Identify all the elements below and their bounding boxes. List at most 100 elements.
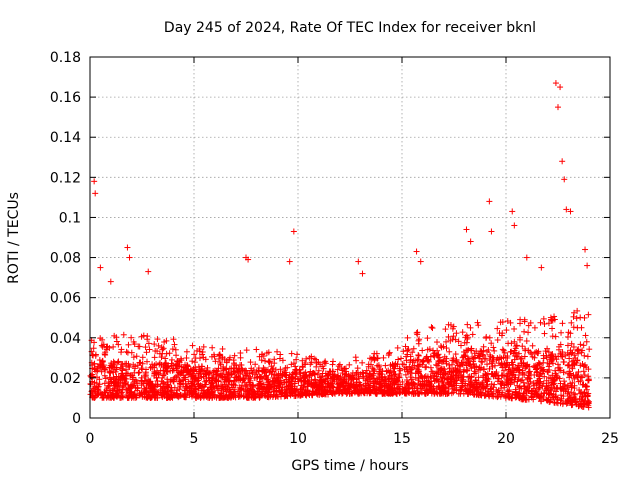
data-point [519, 343, 526, 350]
data-point [120, 331, 127, 338]
data-point [405, 346, 412, 353]
peak-point [511, 222, 518, 229]
data-point [290, 360, 297, 367]
data-point [549, 333, 556, 340]
data-point [118, 346, 125, 353]
data-point [408, 376, 415, 383]
data-point [442, 326, 449, 333]
data-point [211, 367, 218, 374]
data-point [577, 341, 584, 348]
y-tick-label: 0.08 [50, 251, 81, 267]
data-point [415, 352, 422, 359]
data-point [424, 335, 431, 342]
data-point [540, 315, 547, 322]
data-point [525, 329, 532, 336]
data-point [400, 348, 407, 355]
data-point [243, 347, 250, 354]
y-tick-label: 0.12 [50, 170, 81, 186]
x-tick-label: 10 [289, 431, 307, 447]
peak-point [97, 264, 104, 271]
data-point [212, 358, 219, 365]
data-point [397, 355, 404, 362]
data-point [585, 311, 592, 318]
data-point [315, 367, 322, 374]
peak-point [417, 258, 424, 265]
data-point [212, 382, 219, 389]
data-point [132, 377, 139, 384]
data-point [560, 359, 567, 366]
data-point [524, 361, 531, 368]
data-point [523, 338, 530, 345]
data-point [142, 344, 149, 351]
data-point [412, 357, 419, 364]
data-point [507, 348, 514, 355]
data-point [440, 371, 447, 378]
data-point [382, 362, 389, 369]
data-point [386, 349, 393, 356]
data-point [568, 340, 575, 347]
data-point [559, 320, 566, 327]
data-point [568, 319, 575, 326]
data-point [565, 361, 572, 368]
data-point [521, 328, 528, 335]
data-point [512, 374, 519, 381]
data-point [370, 366, 377, 373]
data-point [253, 346, 260, 353]
data-point [183, 355, 190, 362]
data-point [130, 354, 137, 361]
data-point [404, 334, 411, 341]
data-point [91, 339, 98, 346]
data-point [446, 348, 453, 355]
data-point [426, 346, 433, 353]
data-point [571, 397, 578, 404]
data-point [464, 321, 471, 328]
data-point [503, 327, 510, 334]
data-point [453, 330, 460, 337]
peak-point [584, 262, 591, 269]
data-point [447, 337, 454, 344]
data-point [138, 365, 145, 372]
data-point [133, 353, 140, 360]
data-point [483, 335, 490, 342]
data-point [310, 369, 317, 376]
y-tick-label: 0.18 [50, 50, 81, 66]
y-tick-label: 0.04 [50, 331, 81, 347]
data-point [488, 340, 495, 347]
data-point [585, 377, 592, 384]
data-point [529, 353, 536, 360]
data-point [380, 354, 387, 361]
data-point [292, 363, 299, 370]
data-point [474, 319, 481, 326]
data-point [581, 314, 588, 321]
y-tick-label: 0.02 [50, 371, 81, 387]
data-point [494, 337, 501, 344]
data-point [468, 365, 475, 372]
data-point [541, 320, 548, 327]
data-point [173, 352, 180, 359]
data-point [564, 342, 571, 349]
data-point [551, 313, 558, 320]
data-point [395, 356, 402, 363]
data-point [537, 319, 544, 326]
data-point [402, 343, 409, 350]
data-point [522, 385, 529, 392]
data-point [247, 359, 254, 366]
data-point [551, 385, 558, 392]
data-point [158, 354, 165, 361]
peak-point [467, 238, 474, 245]
data-point [123, 375, 130, 382]
data-point [329, 361, 336, 368]
data-point [353, 357, 360, 364]
peak-point [463, 226, 470, 233]
data-point [522, 345, 529, 352]
data-point [429, 325, 436, 332]
data-point [580, 342, 587, 349]
data-point [346, 361, 353, 368]
data-point [419, 347, 426, 354]
peak-point [582, 246, 589, 253]
data-point [570, 344, 577, 351]
data-point [151, 354, 158, 361]
data-point [520, 359, 527, 366]
data-point [334, 366, 341, 373]
data-point [549, 325, 556, 332]
